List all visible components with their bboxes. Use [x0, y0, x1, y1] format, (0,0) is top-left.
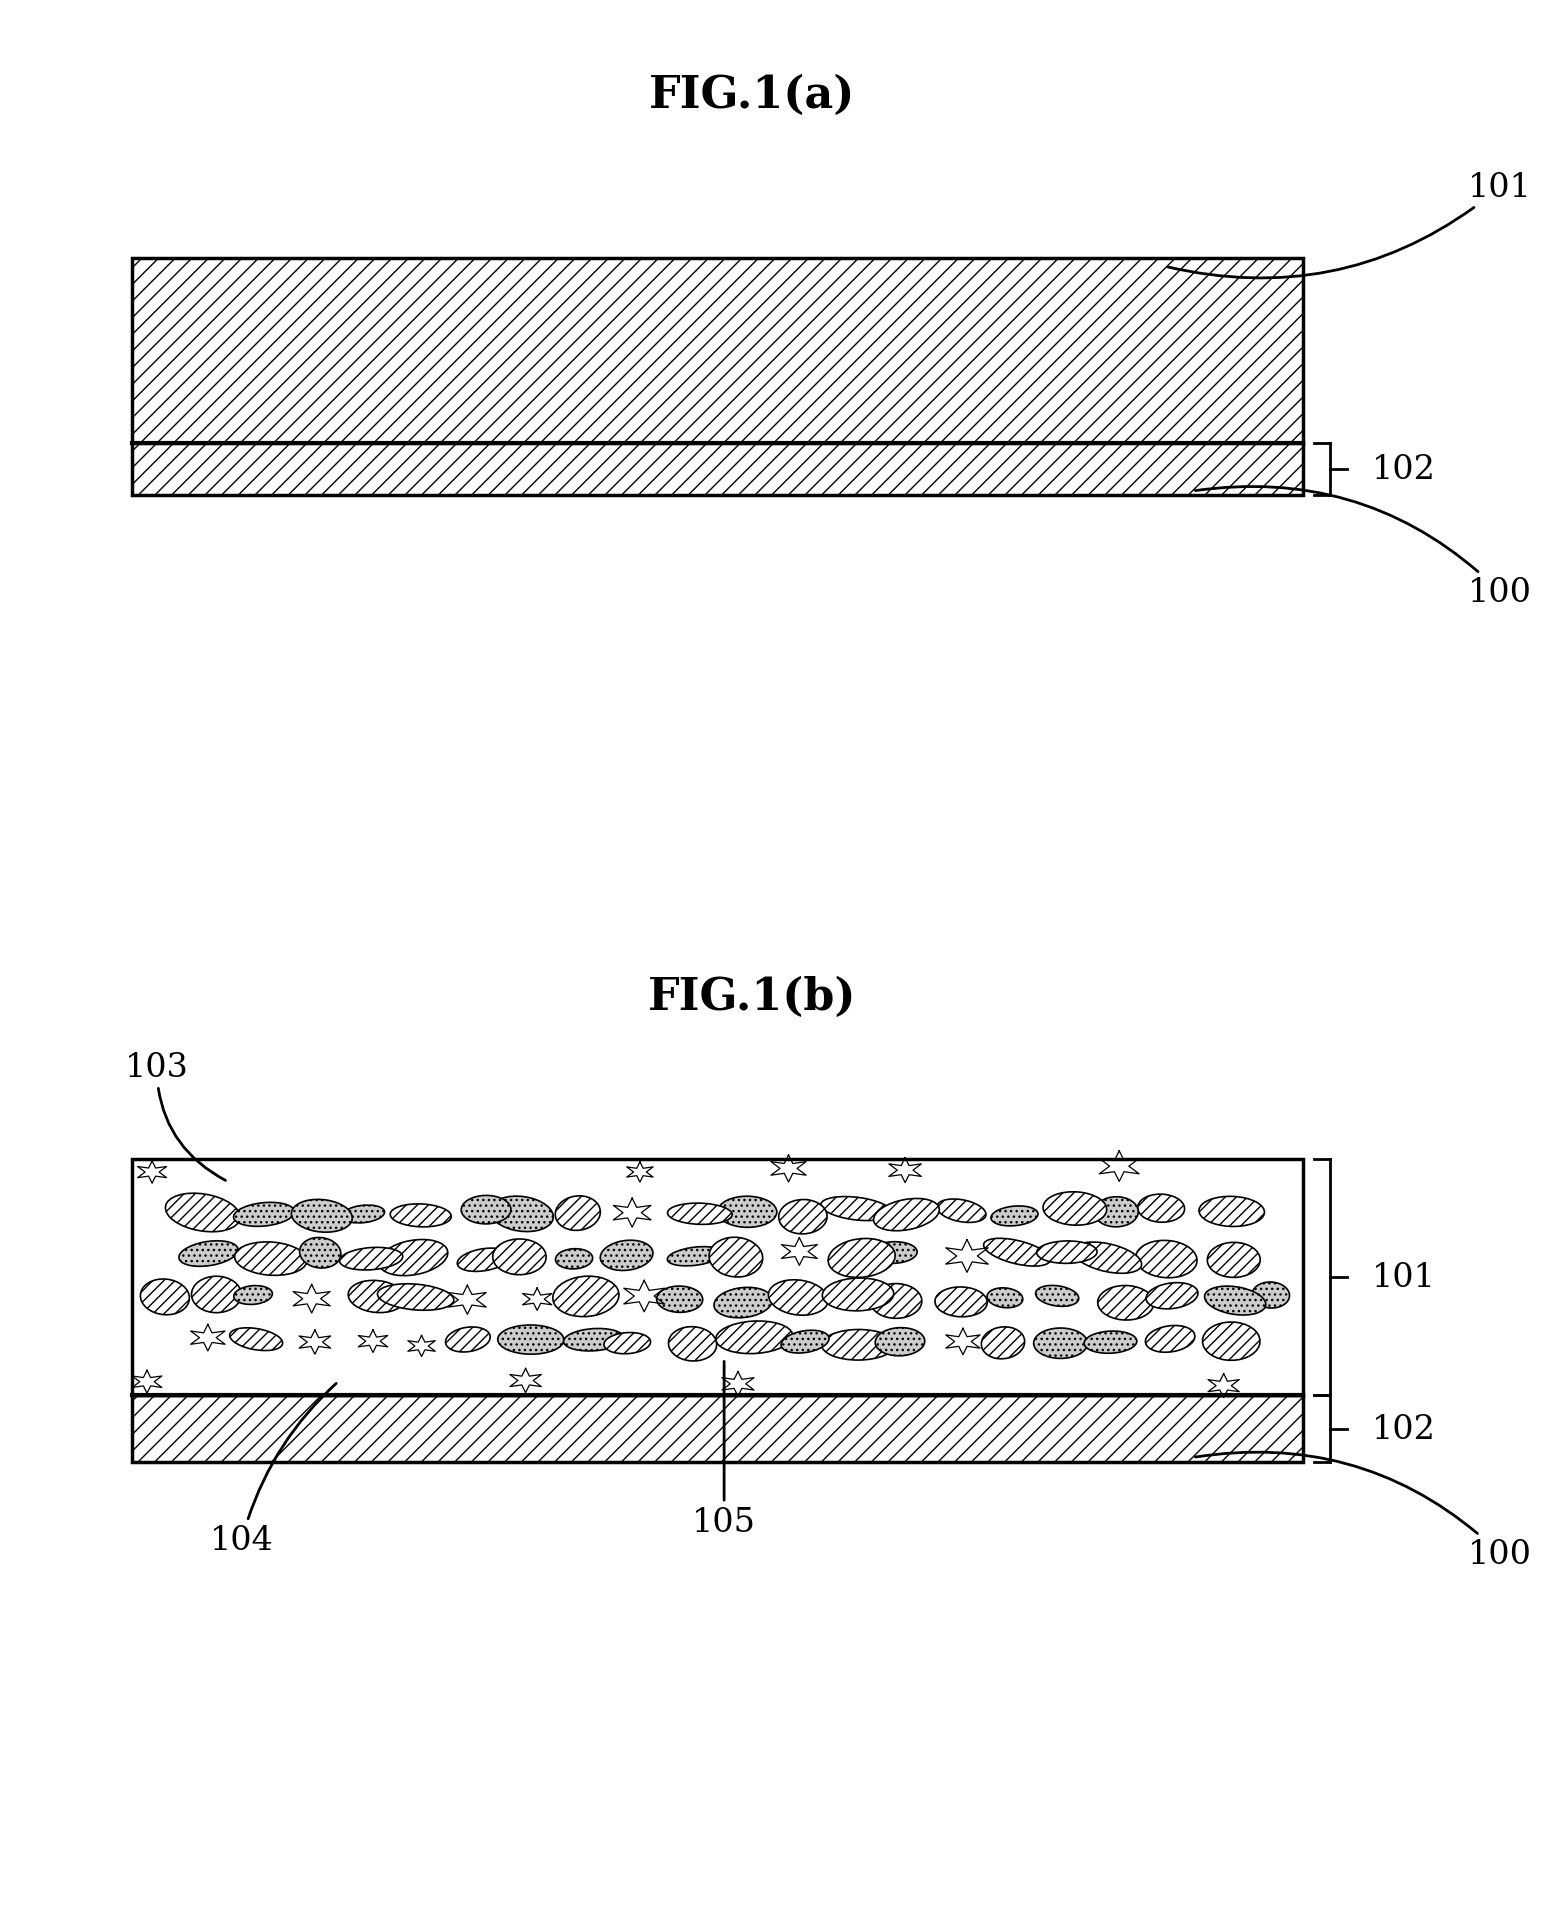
Ellipse shape — [769, 1280, 828, 1315]
Ellipse shape — [564, 1328, 623, 1351]
Ellipse shape — [390, 1204, 451, 1227]
Ellipse shape — [936, 1200, 987, 1223]
Ellipse shape — [1203, 1323, 1261, 1361]
Ellipse shape — [1095, 1196, 1138, 1227]
Text: 101: 101 — [1168, 172, 1532, 279]
Ellipse shape — [1135, 1240, 1196, 1279]
Ellipse shape — [348, 1280, 406, 1313]
Ellipse shape — [871, 1284, 922, 1319]
Text: FIG.1(b): FIG.1(b) — [647, 976, 857, 1018]
Ellipse shape — [1137, 1194, 1184, 1223]
Ellipse shape — [233, 1202, 294, 1227]
Ellipse shape — [291, 1200, 352, 1233]
Ellipse shape — [1098, 1286, 1154, 1321]
Ellipse shape — [714, 1288, 772, 1319]
Text: FIG.1(a): FIG.1(a) — [648, 73, 855, 117]
Ellipse shape — [556, 1196, 600, 1231]
Ellipse shape — [869, 1242, 918, 1263]
Ellipse shape — [1200, 1196, 1264, 1227]
Ellipse shape — [553, 1277, 619, 1317]
Ellipse shape — [235, 1242, 307, 1275]
Ellipse shape — [822, 1330, 896, 1361]
Ellipse shape — [445, 1326, 490, 1353]
Ellipse shape — [935, 1288, 987, 1317]
Ellipse shape — [498, 1324, 564, 1355]
Ellipse shape — [828, 1238, 896, 1279]
Ellipse shape — [377, 1284, 454, 1311]
Ellipse shape — [341, 1206, 385, 1223]
Ellipse shape — [991, 1206, 1038, 1227]
Ellipse shape — [1145, 1326, 1195, 1353]
Ellipse shape — [987, 1288, 1023, 1307]
Ellipse shape — [716, 1321, 792, 1353]
Ellipse shape — [1035, 1286, 1079, 1307]
Ellipse shape — [1204, 1286, 1265, 1315]
Ellipse shape — [493, 1240, 547, 1275]
Ellipse shape — [781, 1330, 828, 1353]
Ellipse shape — [600, 1240, 653, 1271]
Ellipse shape — [462, 1196, 511, 1225]
Ellipse shape — [1146, 1282, 1198, 1309]
Ellipse shape — [457, 1248, 511, 1271]
Text: 103: 103 — [125, 1051, 226, 1181]
Ellipse shape — [669, 1326, 717, 1361]
Ellipse shape — [556, 1250, 592, 1269]
Ellipse shape — [141, 1279, 189, 1315]
Ellipse shape — [1253, 1282, 1289, 1309]
Ellipse shape — [230, 1328, 282, 1351]
Text: 100: 100 — [1195, 488, 1532, 609]
Text: 102: 102 — [1372, 1413, 1436, 1445]
Ellipse shape — [778, 1200, 827, 1235]
Text: 102: 102 — [1372, 454, 1436, 486]
Ellipse shape — [179, 1240, 238, 1267]
Ellipse shape — [1037, 1242, 1098, 1263]
Ellipse shape — [982, 1326, 1024, 1359]
Text: 105: 105 — [692, 1361, 756, 1539]
Bar — [132, 444, 1303, 496]
Ellipse shape — [166, 1194, 240, 1233]
Ellipse shape — [717, 1196, 777, 1227]
Ellipse shape — [667, 1204, 733, 1225]
Text: 100: 100 — [1195, 1453, 1532, 1569]
Ellipse shape — [191, 1277, 241, 1313]
Ellipse shape — [875, 1328, 926, 1357]
Ellipse shape — [709, 1238, 763, 1277]
Ellipse shape — [822, 1279, 894, 1311]
Ellipse shape — [299, 1238, 341, 1269]
Ellipse shape — [667, 1248, 722, 1267]
Text: 104: 104 — [210, 1384, 337, 1556]
Bar — [132, 1395, 1303, 1462]
Ellipse shape — [1034, 1328, 1087, 1359]
Ellipse shape — [233, 1286, 272, 1305]
Ellipse shape — [874, 1198, 940, 1231]
Ellipse shape — [604, 1332, 650, 1353]
Text: 101: 101 — [1372, 1261, 1436, 1294]
Ellipse shape — [821, 1196, 891, 1221]
Ellipse shape — [1043, 1192, 1107, 1225]
Ellipse shape — [379, 1240, 448, 1277]
Ellipse shape — [983, 1238, 1051, 1267]
Ellipse shape — [1073, 1242, 1142, 1273]
Bar — [132, 1160, 1303, 1395]
Ellipse shape — [490, 1196, 553, 1233]
Ellipse shape — [656, 1286, 703, 1313]
Bar — [132, 258, 1303, 444]
Ellipse shape — [1207, 1242, 1261, 1279]
Ellipse shape — [340, 1248, 402, 1271]
Ellipse shape — [1084, 1332, 1137, 1353]
